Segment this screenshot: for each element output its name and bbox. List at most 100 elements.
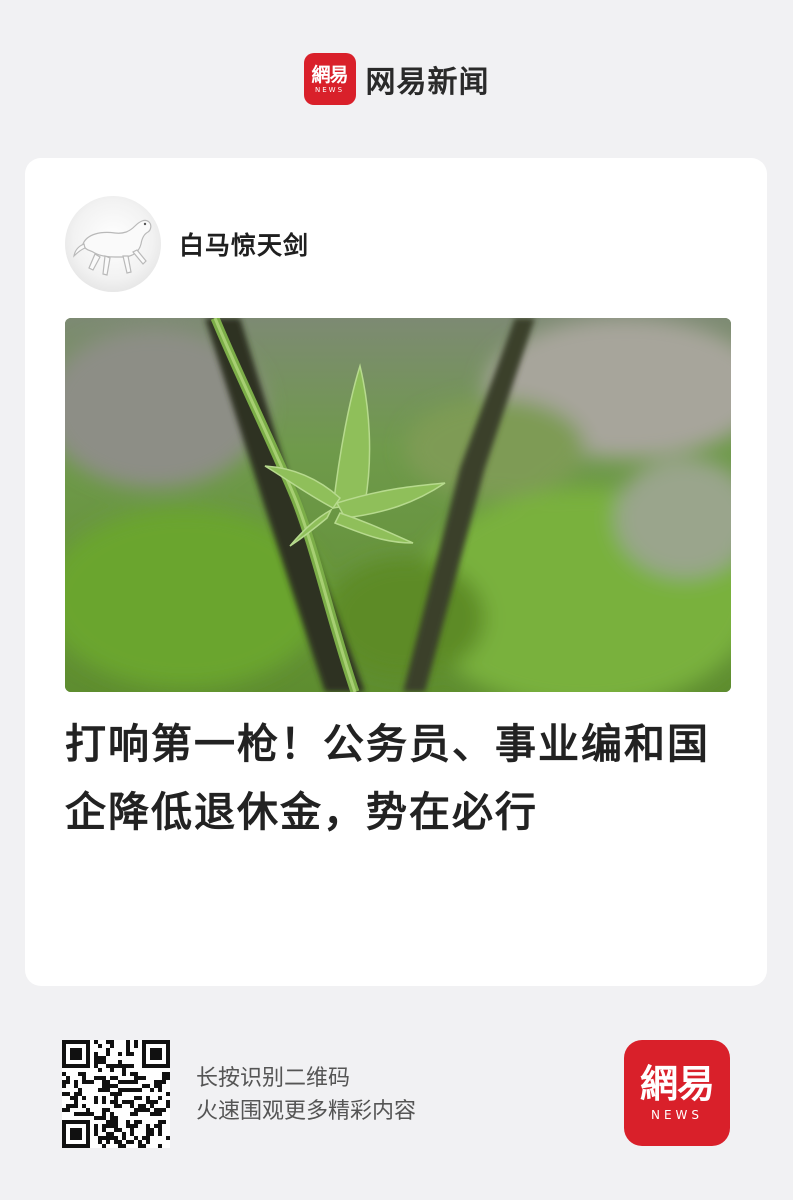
qr-module: [122, 1088, 126, 1092]
qr-module: [158, 1084, 162, 1088]
qr-module: [110, 1044, 114, 1048]
qr-module: [146, 1136, 150, 1140]
qr-module: [118, 1140, 122, 1144]
qr-module: [158, 1144, 162, 1148]
qr-code-icon[interactable]: [62, 1040, 170, 1148]
qr-module: [118, 1104, 122, 1108]
qr-module: [62, 1044, 66, 1048]
qr-module: [158, 1040, 162, 1044]
qr-module: [110, 1136, 114, 1140]
qr-module: [130, 1140, 134, 1144]
qr-module: [110, 1124, 114, 1128]
qr-module: [102, 1084, 106, 1088]
qr-module: [138, 1108, 142, 1112]
qr-module: [166, 1064, 170, 1068]
article-card[interactable]: 白马惊天剑: [25, 158, 767, 986]
qr-module: [162, 1040, 166, 1044]
qr-module: [122, 1100, 126, 1104]
qr-module: [142, 1144, 146, 1148]
qr-module: [98, 1044, 102, 1048]
qr-module: [150, 1052, 154, 1056]
qr-module: [102, 1060, 106, 1064]
qr-module: [166, 1040, 170, 1044]
qr-module: [98, 1140, 102, 1144]
qr-module: [162, 1072, 166, 1076]
author-avatar[interactable]: [65, 196, 161, 292]
footer-line-2: 火速围观更多精彩内容: [196, 1099, 417, 1124]
qr-module: [78, 1120, 82, 1124]
qr-module: [110, 1132, 114, 1136]
qr-module: [114, 1092, 118, 1096]
qr-module: [62, 1052, 66, 1056]
qr-module: [94, 1116, 98, 1120]
qr-module: [158, 1120, 162, 1124]
qr-module: [134, 1072, 138, 1076]
qr-module: [134, 1096, 138, 1100]
plant-vine-photo-icon: [65, 318, 731, 692]
qr-module: [138, 1088, 142, 1092]
qr-module: [134, 1124, 138, 1128]
qr-module: [114, 1064, 118, 1068]
qr-module: [126, 1064, 130, 1068]
qr-module: [62, 1048, 66, 1052]
qr-module: [142, 1040, 146, 1044]
qr-module: [138, 1120, 142, 1124]
qr-module: [62, 1136, 66, 1140]
qr-module: [86, 1112, 90, 1116]
qr-module: [166, 1072, 170, 1076]
qr-module: [98, 1076, 102, 1080]
qr-module: [70, 1048, 74, 1052]
qr-module: [150, 1128, 154, 1132]
qr-module: [98, 1088, 102, 1092]
qr-code-pattern: [62, 1040, 170, 1148]
qr-module: [158, 1108, 162, 1112]
qr-module: [82, 1096, 86, 1100]
qr-module: [114, 1096, 118, 1100]
qr-module: [62, 1140, 66, 1144]
qr-module: [114, 1076, 118, 1080]
cover-image[interactable]: [65, 318, 731, 692]
qr-module: [146, 1124, 150, 1128]
qr-module: [74, 1096, 78, 1100]
qr-module: [82, 1076, 86, 1080]
qr-module: [134, 1136, 138, 1140]
author-row[interactable]: 白马惊天剑: [65, 196, 309, 292]
qr-module: [66, 1104, 70, 1108]
qr-module: [70, 1136, 74, 1140]
qr-module: [118, 1144, 122, 1148]
qr-module: [106, 1088, 110, 1092]
qr-module: [90, 1112, 94, 1116]
qr-module: [78, 1040, 82, 1044]
qr-module: [118, 1052, 122, 1056]
qr-module: [154, 1052, 158, 1056]
qr-module: [62, 1092, 66, 1096]
qr-module: [154, 1084, 158, 1088]
footer-text: 长按识别二维码 火速围观更多精彩内容: [196, 1062, 416, 1128]
qr-module: [138, 1104, 142, 1108]
qr-module: [110, 1116, 114, 1120]
qr-module: [106, 1052, 110, 1056]
qr-module: [154, 1100, 158, 1104]
qr-module: [158, 1112, 162, 1116]
qr-module: [162, 1120, 166, 1124]
qr-module: [98, 1056, 102, 1060]
qr-module: [142, 1064, 146, 1068]
qr-module: [146, 1128, 150, 1132]
article-headline[interactable]: 打响第一枪！公务员、事业编和国企降低退休金，势在必行: [65, 720, 710, 836]
qr-module: [142, 1048, 146, 1052]
qr-module: [62, 1060, 66, 1064]
qr-module: [138, 1140, 142, 1144]
qr-module: [122, 1080, 126, 1084]
qr-module: [134, 1108, 138, 1112]
qr-module: [90, 1080, 94, 1084]
qr-module: [70, 1128, 74, 1132]
share-footer: 长按识别二维码 火速围观更多精彩内容 網易 NEWS: [0, 1030, 793, 1160]
qr-module: [86, 1120, 90, 1124]
qr-module: [118, 1088, 122, 1092]
author-name[interactable]: 白马惊天剑: [179, 231, 310, 260]
qr-module: [150, 1112, 154, 1116]
qr-module: [114, 1104, 118, 1108]
qr-module: [162, 1108, 166, 1112]
netease-news-logo-large-icon[interactable]: 網易 NEWS: [624, 1040, 730, 1146]
qr-module: [110, 1064, 114, 1068]
